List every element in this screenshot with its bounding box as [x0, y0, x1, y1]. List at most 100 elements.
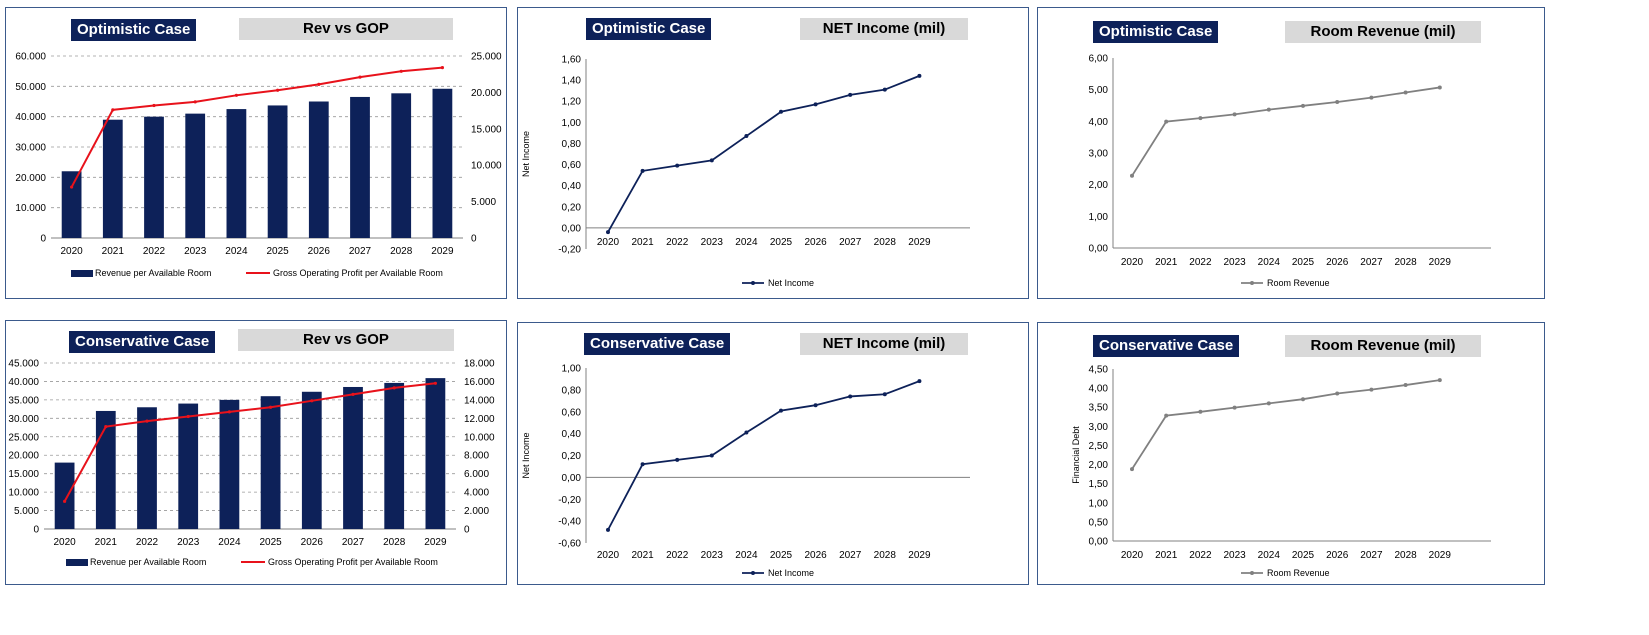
x-tick-label: 2025 — [266, 246, 289, 257]
x-tick-label: 2027 — [839, 237, 862, 248]
x-tick-label: 2028 — [874, 550, 897, 561]
x-tick-label: 2027 — [1360, 550, 1383, 561]
gop-point — [70, 185, 74, 189]
bar — [308, 101, 329, 238]
x-tick-label: 2023 — [1223, 257, 1246, 268]
x-tick-label: 2028 — [874, 237, 897, 248]
legend-label: Room Revenue — [1267, 568, 1330, 578]
y-tick-label: 2,00 — [1089, 180, 1109, 191]
bar — [144, 116, 164, 238]
gop-point — [111, 108, 115, 112]
gop-point — [310, 399, 314, 403]
y-tick-label: 2,00 — [1089, 460, 1109, 471]
x-tick-label: 2026 — [301, 537, 324, 548]
y-tick-label: 1,20 — [562, 97, 582, 108]
legend-swatch-point — [751, 571, 755, 575]
chart-title: Room Revenue (mil) — [1285, 335, 1481, 357]
x-tick-label: 2023 — [701, 550, 724, 561]
left-tick-label: 0 — [40, 234, 46, 245]
x-tick-label: 2026 — [804, 237, 827, 248]
y-tick-label: 1,40 — [562, 76, 582, 87]
legend-swatch-point — [1250, 571, 1254, 575]
series-point — [779, 408, 783, 413]
chart-svg: -0,60 -0,40 -0,20 0,00 0,20 0,40 0,60 0,80 1,00 2… — [521, 364, 970, 578]
case-title: Optimistic Case — [586, 18, 712, 40]
legend-label: Net Income — [768, 278, 814, 288]
left-tick-label: 35.000 — [8, 395, 39, 406]
series-point — [1164, 413, 1169, 418]
left-tick-label: 45.000 — [8, 359, 39, 370]
y-tick-label: 0,00 — [1089, 537, 1109, 548]
left-tick-label: 40.000 — [15, 112, 46, 123]
left-tick-label: 40.000 — [8, 377, 39, 388]
series-point — [1266, 401, 1271, 406]
x-tick-label: 2028 — [383, 537, 406, 548]
x-tick-label: 2023 — [177, 537, 200, 548]
chart-title: NET Income (mil) — [800, 18, 968, 40]
right-tick-label: 16.000 — [464, 377, 495, 388]
left-tick-label: 50.000 — [15, 82, 46, 93]
gop-point — [152, 103, 156, 108]
y-tick-label: -0,20 — [558, 245, 581, 256]
bar — [267, 105, 288, 239]
gop-line — [63, 382, 436, 502]
bar — [301, 391, 322, 529]
right-tick-label: 5.000 — [471, 197, 496, 208]
y-tick-label: 5,00 — [1089, 85, 1109, 96]
right-tick-label: 15.000 — [471, 124, 502, 135]
y-tick-label: 0,60 — [562, 160, 582, 171]
chart-title: NET Income (mil) — [800, 333, 968, 355]
y-tick-label: 1,00 — [1089, 212, 1109, 223]
series-point — [1198, 116, 1203, 121]
bar — [95, 410, 116, 529]
series-point — [917, 73, 922, 78]
bar — [219, 399, 240, 529]
x-tick-label: 2024 — [218, 537, 241, 548]
series-point — [1266, 107, 1271, 112]
series-point — [1301, 103, 1305, 108]
y-tick-label: 4,00 — [1089, 384, 1109, 395]
bar — [54, 462, 75, 529]
x-tick-label: 2022 — [666, 550, 689, 561]
x-tick-label: 2029 — [908, 550, 931, 561]
series-point — [813, 403, 818, 408]
x-tick-label: 2020 — [1121, 550, 1144, 561]
x-tick-label: 2025 — [1292, 550, 1315, 561]
legend-bar-label: Revenue per Available Room — [95, 268, 211, 278]
left-tick-label: 30.000 — [15, 143, 46, 154]
y-tick-label: 4,00 — [1089, 117, 1109, 128]
series-line — [1131, 379, 1440, 470]
left-tick-label: 60.000 — [15, 52, 46, 63]
gop-point — [63, 499, 67, 503]
bar — [61, 171, 82, 238]
bar — [137, 407, 157, 529]
y-tick-label: 0,40 — [562, 429, 582, 440]
left-tick-label: 10.000 — [15, 203, 46, 214]
series-point — [813, 102, 818, 107]
panel-opt-room-revenue: Optimistic Case Room Revenue (mil) 0,00 1… — [1037, 7, 1545, 299]
x-tick-label: 2029 — [1429, 550, 1452, 561]
y-axis-label: Financial Debt — [1071, 426, 1081, 484]
series-point — [1130, 173, 1134, 178]
x-tick-label: 2025 — [1292, 257, 1315, 268]
y-tick-label: 1,60 — [562, 55, 582, 66]
y-tick-label: 0,00 — [562, 223, 582, 234]
legend-label: Room Revenue — [1267, 278, 1330, 288]
x-tick-label: 2020 — [60, 246, 83, 257]
left-tick-label: 0 — [33, 525, 39, 536]
x-tick-label: 2025 — [770, 237, 793, 248]
legend-line-label: Gross Operating Profit per Available Roo… — [268, 557, 438, 567]
gop-point — [234, 93, 238, 97]
series-point — [1232, 112, 1237, 117]
bar — [260, 396, 281, 529]
bar — [178, 403, 199, 529]
x-tick-label: 2020 — [1121, 257, 1144, 268]
x-tick-label: 2029 — [431, 246, 454, 257]
series-point — [675, 163, 680, 168]
y-tick-label: 2,50 — [1089, 441, 1109, 452]
x-tick-label: 2022 — [1189, 257, 1212, 268]
x-tick-label: 2020 — [597, 237, 620, 248]
series-point — [882, 392, 887, 397]
series-point — [1403, 383, 1408, 388]
legend-bar-swatch — [66, 559, 88, 566]
